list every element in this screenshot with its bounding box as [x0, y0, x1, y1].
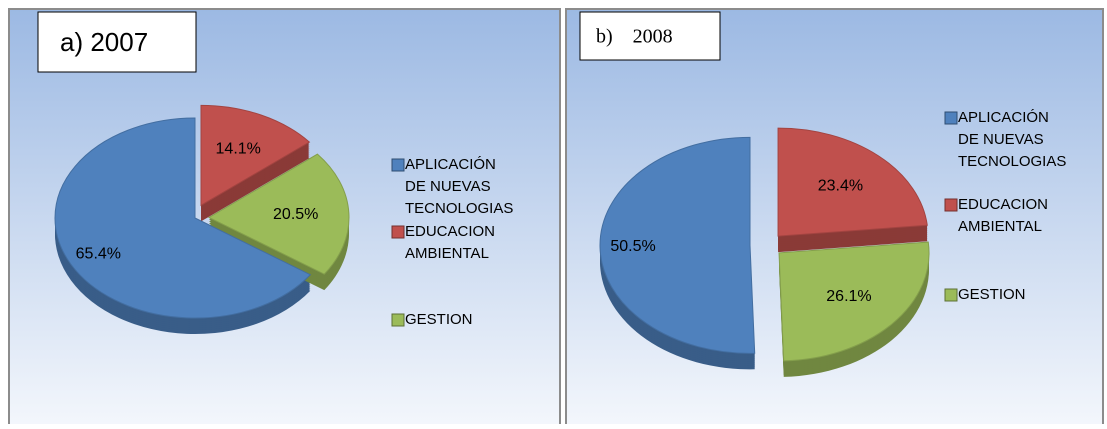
title-box [37, 11, 197, 73]
legend-swatch [944, 198, 958, 212]
legend-line: TECNOLOGIAS [958, 153, 1066, 170]
data-label: 20.5% [273, 206, 318, 223]
legend-line: TECNOLOGIAS [405, 200, 513, 217]
legend-label: GESTION [405, 311, 473, 328]
legend-label: EDUCACION AMBIENTAL [405, 223, 495, 262]
legend-line: DE NUEVAS [958, 131, 1044, 148]
legend-label: EDUCACION AMBIENTAL [958, 196, 1048, 235]
slice [54, 117, 312, 319]
legend-swatch [391, 313, 405, 327]
data-label: 50.5% [610, 238, 655, 255]
legend-line: GESTION [958, 286, 1026, 303]
slice [599, 136, 756, 354]
slice [777, 127, 928, 237]
legend-line: GESTION [405, 311, 473, 328]
slice [778, 241, 930, 362]
chart-title: b) 2008 [596, 26, 673, 48]
legend-line: APLICACIÓN [958, 109, 1049, 126]
legend-label: GESTION [958, 286, 1026, 303]
slice [200, 104, 311, 207]
legend-swatch [944, 111, 958, 125]
title-box [579, 11, 721, 61]
legend-swatch [391, 225, 405, 239]
legend-line: APLICACIÓN [405, 156, 496, 173]
legend-line: EDUCACION [405, 223, 495, 240]
legend-swatch [944, 288, 958, 302]
legend-line: DE NUEVAS [405, 178, 491, 195]
legend-line: AMBIENTAL [958, 218, 1042, 235]
legend-line: AMBIENTAL [405, 245, 489, 262]
data-label: 26.1% [826, 288, 871, 305]
data-label: 14.1% [216, 141, 261, 158]
data-label: 23.4% [818, 178, 863, 195]
legend-line: EDUCACION [958, 196, 1048, 213]
data-label: 65.4% [76, 246, 121, 263]
legend-swatch [391, 158, 405, 172]
slice [207, 153, 350, 275]
legend-label: APLICACIÓN DE NUEVAS TECNOLOGIAS [958, 109, 1066, 170]
chart-title: a) 2007 [60, 27, 148, 57]
legend-label: APLICACIÓN DE NUEVAS TECNOLOGIAS [405, 156, 513, 217]
